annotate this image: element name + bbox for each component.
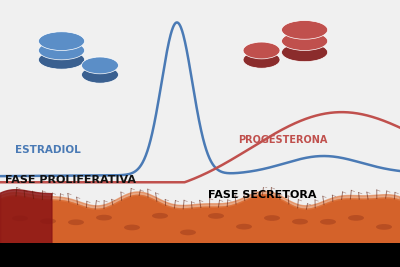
Ellipse shape xyxy=(208,213,224,219)
Ellipse shape xyxy=(282,21,328,39)
Ellipse shape xyxy=(40,218,56,224)
Ellipse shape xyxy=(124,225,140,230)
Ellipse shape xyxy=(38,41,85,60)
Text: FASE SECRETORA: FASE SECRETORA xyxy=(208,190,316,200)
Ellipse shape xyxy=(376,224,392,230)
Ellipse shape xyxy=(282,43,328,62)
Ellipse shape xyxy=(282,32,328,50)
Ellipse shape xyxy=(12,215,28,221)
Ellipse shape xyxy=(68,219,84,225)
Ellipse shape xyxy=(320,219,336,225)
Ellipse shape xyxy=(243,42,280,59)
Ellipse shape xyxy=(152,213,168,219)
Ellipse shape xyxy=(292,219,308,225)
Ellipse shape xyxy=(38,50,85,69)
Ellipse shape xyxy=(82,57,118,74)
Ellipse shape xyxy=(96,215,112,221)
Text: PROGESTERONA: PROGESTERONA xyxy=(238,135,328,145)
Ellipse shape xyxy=(348,215,364,221)
Ellipse shape xyxy=(38,32,85,50)
Text: ESTRADIOL: ESTRADIOL xyxy=(15,144,81,155)
Ellipse shape xyxy=(180,230,196,235)
Ellipse shape xyxy=(236,224,252,230)
Text: FASE PROLIFERATIVA: FASE PROLIFERATIVA xyxy=(5,175,136,185)
Ellipse shape xyxy=(243,51,280,68)
Ellipse shape xyxy=(264,215,280,221)
Ellipse shape xyxy=(82,66,118,83)
